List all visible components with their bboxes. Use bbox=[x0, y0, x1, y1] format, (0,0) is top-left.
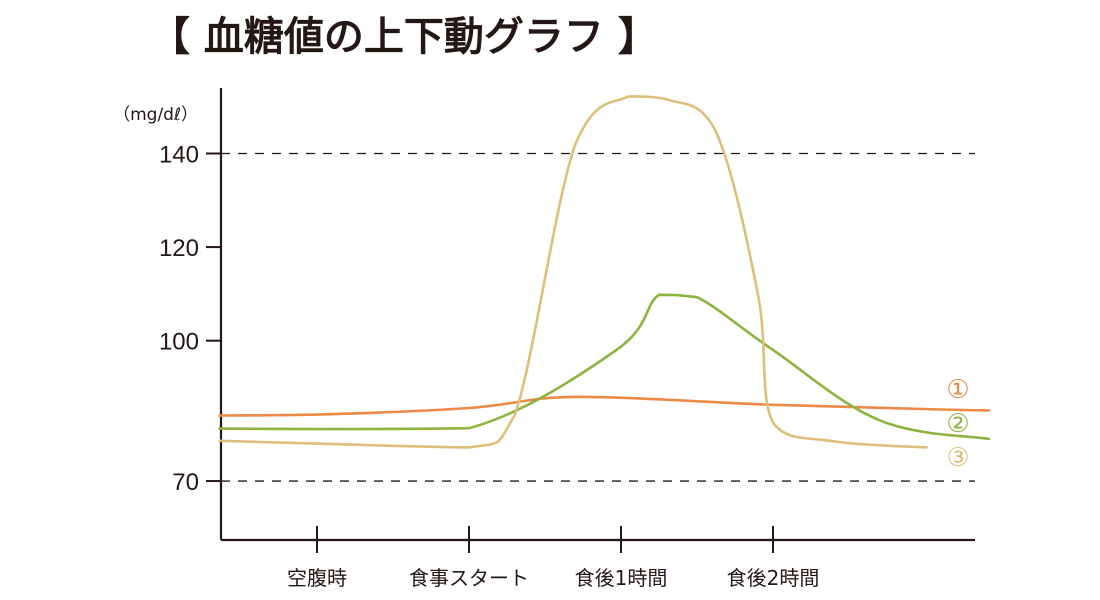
y-axis-unit-label: （mg/dℓ） bbox=[113, 105, 198, 125]
legend-label-1: ① bbox=[946, 375, 969, 405]
chart-title: 【 血糖値の上下動グラフ 】 bbox=[150, 14, 658, 60]
y-tick-label-120: 120 bbox=[159, 235, 199, 262]
x-tick-label-1: 食事スタート bbox=[409, 566, 529, 590]
legend-label-3: ③ bbox=[946, 443, 969, 473]
legend: ① ② ③ bbox=[946, 375, 969, 473]
x-tick-label-2: 食後1時間 bbox=[575, 566, 668, 590]
y-tick-label-140: 140 bbox=[159, 142, 199, 169]
series-line-3 bbox=[218, 95, 928, 449]
y-tick-label-100: 100 bbox=[159, 329, 199, 356]
series-line-1 bbox=[218, 395, 991, 417]
y-tick-label-70: 70 bbox=[172, 469, 199, 496]
x-ticks: 空腹時 食事スタート 食後1時間 食後2時間 bbox=[287, 526, 819, 590]
legend-label-2: ② bbox=[946, 409, 969, 439]
x-tick-label-0: 空腹時 bbox=[287, 566, 347, 590]
y-ticks: 140 120 100 70 bbox=[159, 142, 221, 496]
series-line-2 bbox=[218, 293, 991, 441]
reference-lines bbox=[221, 152, 975, 482]
series-lines bbox=[218, 95, 991, 449]
axes bbox=[219, 88, 975, 542]
x-tick-label-3: 食後2時間 bbox=[727, 566, 820, 590]
